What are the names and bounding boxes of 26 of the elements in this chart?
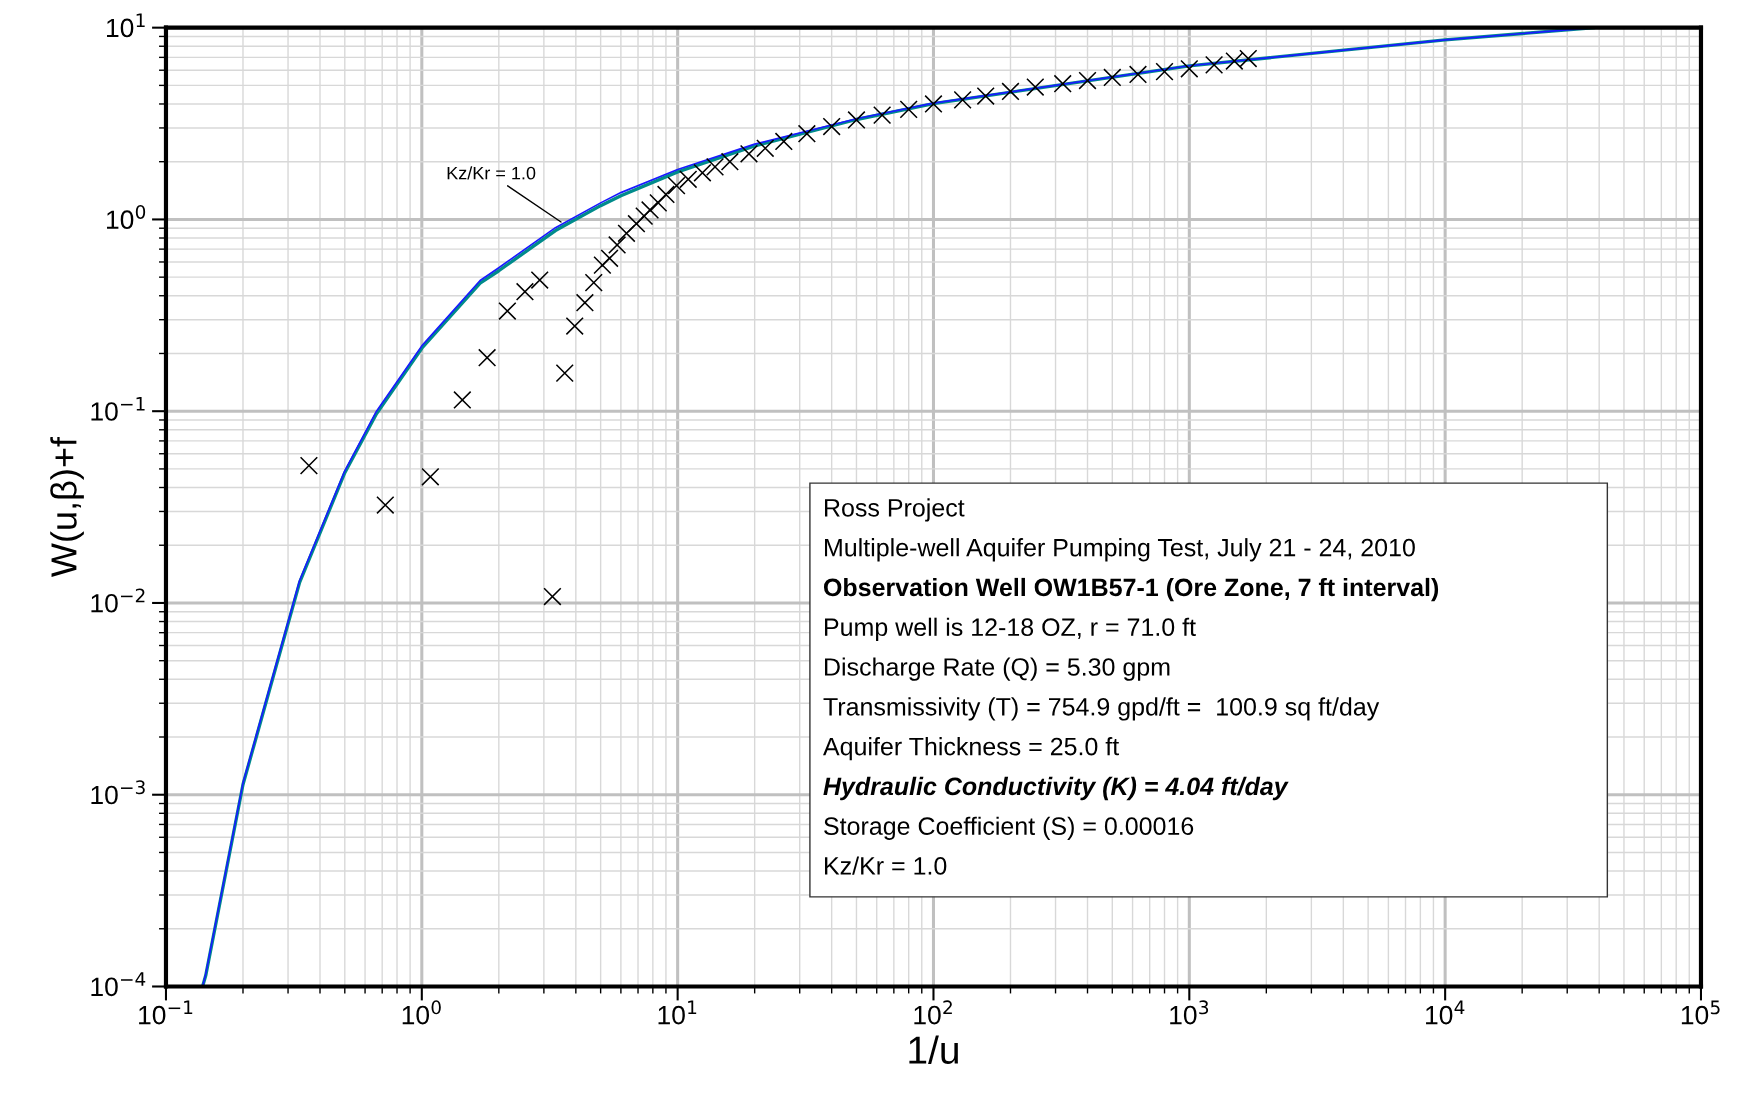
x-axis-title: 1/u [909, 1035, 958, 1064]
x-tick-label: 10$^{4}$ [1426, 1000, 1465, 1025]
y-tick-label: 10$^{−1}$ [91, 397, 145, 421]
annotation: Kz/Kr = 1.0 [447, 166, 536, 180]
annotation: Ross Project [825, 498, 965, 522]
x-tick-label: 10$^{1}$ [658, 1000, 697, 1025]
annotation: Hydraulic Conductivity (K) = 4.04 ft/day [823, 776, 1289, 801]
y-tick-label: 10$^{−3}$ [91, 780, 145, 805]
x-tick-label: 10$^{0}$ [402, 1000, 441, 1025]
y-tick-label: 10$^{0}$ [107, 204, 146, 230]
y-tick-label: 10$^{−2}$ [91, 588, 145, 613]
annotation: Storage Coefficient (S) = 0.00016 [824, 816, 1194, 840]
y-tick-label: 10$^{1}$ [107, 13, 145, 38]
annotation: Pump well is 12-18 OZ, r = 71.0 ft [825, 617, 1196, 641]
x-tick-label: 10$^{5}$ [1681, 1000, 1720, 1025]
annotation: Discharge Rate (Q) = 5.30 gpm [825, 657, 1170, 681]
annotation: Kz/Kr = 1.0 [825, 856, 947, 875]
x-tick-label: 10$^{2}$ [914, 1000, 952, 1025]
annotation: Transmissivity (T) = 754.9 gpd/ft = 100.9 sq ft/day [823, 697, 1380, 721]
annotation: Multiple-well Aquifer Pumping Test, July 21 - 24, 2010 [825, 538, 1415, 562]
annotation: Observation Well OW1B57-1 (Ore Zone, 7 ft interval) [823, 577, 1439, 602]
annotation: Aquifer Thickness = 25.0 ft [823, 737, 1120, 761]
x-tick-label: 10$^{−1}$ [139, 1000, 193, 1025]
y-tick-label: 10$^{−4}$ [91, 972, 146, 997]
y-axis-title: W(u,β)+f [50, 436, 84, 577]
x-tick-label: 10$^{3}$ [1170, 1000, 1209, 1025]
